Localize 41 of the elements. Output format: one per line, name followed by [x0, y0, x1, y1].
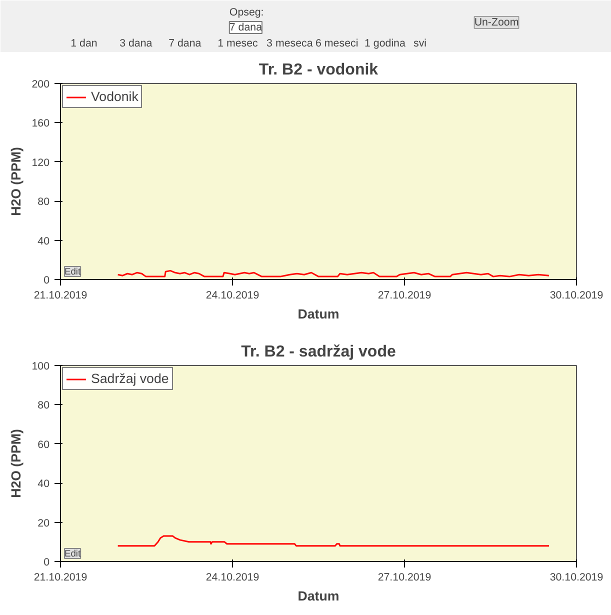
x-tick-label: 30.10.2019 — [550, 572, 604, 584]
y-tick-label: 200 — [32, 78, 50, 90]
y-tick-label: 0 — [44, 556, 50, 568]
text: Opseg: — [229, 6, 264, 18]
x-axis-title: Datum — [298, 306, 340, 322]
y-tick-label: 80 — [38, 400, 50, 412]
text: 7 dana — [168, 38, 202, 50]
text: 3 dana — [120, 38, 152, 50]
chart-title: Tr. B2 - vodonik — [258, 62, 378, 78]
y-tick-label: 0 — [44, 274, 50, 286]
x-tick-label: 30.10.2019 — [550, 290, 604, 302]
x-tick-label: 21.10.2019 — [34, 572, 88, 584]
line-series — [117, 535, 550, 547]
y-tick-label: 60 — [38, 438, 50, 451]
text: 6 meseci — [316, 38, 358, 50]
x-tick-label: 27.10.2019 — [378, 572, 432, 584]
x-tick-label: 21.10.2019 — [34, 290, 88, 302]
chart-title: Tr. B2 - sadržaj vode — [241, 344, 396, 360]
y-tick-label: 160 — [32, 118, 50, 130]
annotation: Edit — [64, 548, 81, 558]
text: 3 meseca — [266, 38, 313, 50]
y-tick-label: 120 — [32, 156, 50, 169]
text: 1 godina — [364, 38, 406, 50]
text: svi — [414, 38, 427, 50]
y-tick-label: 20 — [38, 517, 50, 530]
legend-label: Vodonik — [91, 89, 138, 104]
x-tick-label: 27.10.2019 — [378, 290, 432, 302]
annotation: Edit — [64, 266, 81, 276]
y-tick-label: 40 — [38, 478, 50, 490]
text: 1 mesec — [218, 38, 259, 50]
text: Un-Zoom — [474, 16, 519, 28]
x-tick-label: 24.10.2019 — [206, 290, 260, 302]
x-tick-label: 24.10.2019 — [206, 572, 260, 584]
y-axis-title: H2O (PPM) — [8, 429, 24, 498]
y-axis-title: H2O (PPM) — [8, 147, 24, 216]
x-axis-title: Datum — [298, 588, 340, 604]
text: 1 dan — [70, 38, 98, 50]
y-tick-label: 40 — [38, 235, 50, 248]
y-tick-label: 80 — [38, 196, 50, 208]
legend-label: Sadržaj vode — [91, 371, 169, 386]
y-tick-label: 100 — [32, 360, 50, 372]
